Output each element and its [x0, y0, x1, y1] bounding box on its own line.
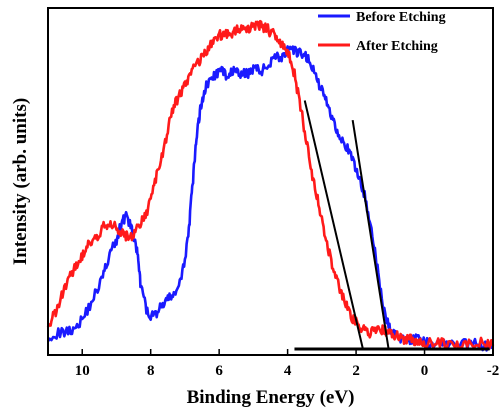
- x-axis-label: Binding Energy (eV): [187, 387, 355, 408]
- x-tick-label: -2: [487, 363, 500, 379]
- series-line-before-etching: [46, 45, 495, 352]
- legend-label-before-etching: Before Etching: [356, 10, 446, 25]
- x-tick-label: 10: [75, 363, 90, 379]
- series-line-after-etching: [46, 19, 495, 351]
- x-ticks: 10 8 6 4 2 0 -2: [75, 349, 500, 379]
- fit-lines-layer: [294, 100, 490, 351]
- series-layer: [46, 19, 495, 352]
- x-tick-label: 2: [352, 363, 360, 379]
- legend-label-after-etching: After Etching: [356, 39, 438, 54]
- plot-frame: [47, 7, 494, 356]
- x-tick-label: 0: [421, 363, 429, 379]
- edge-fit-line: [351, 119, 390, 350]
- x-tick-label: 8: [147, 363, 155, 379]
- legend: Before Etching After Etching: [318, 10, 446, 54]
- x-tick-label: 4: [284, 363, 292, 379]
- y-axis-label: Intensity (arb. units): [10, 98, 31, 265]
- edge-fit-line: [303, 100, 364, 350]
- x-tick-label: 6: [215, 363, 223, 379]
